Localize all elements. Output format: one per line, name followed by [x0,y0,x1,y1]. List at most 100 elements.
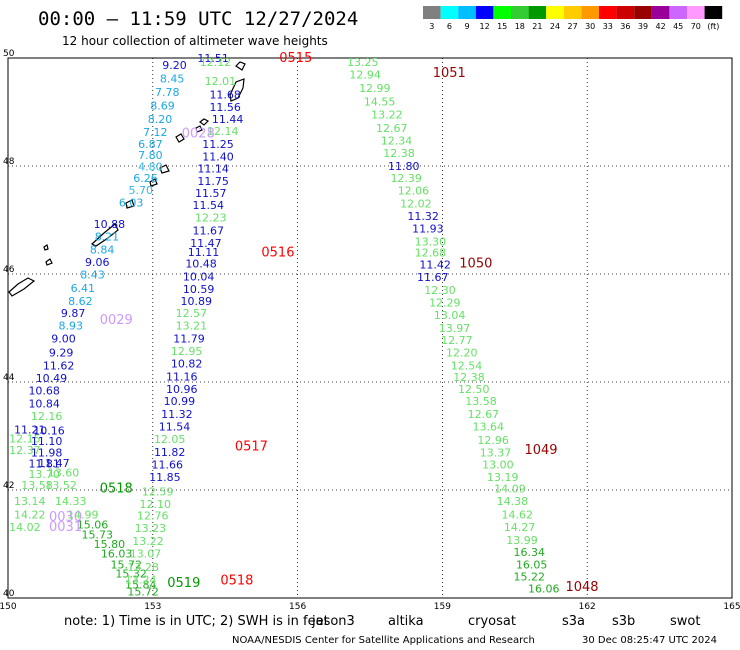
wave-height-value: 12.16 [31,410,63,423]
wave-height-value: 8.84 [90,243,115,256]
wave-height-value: 11.67 [193,225,225,238]
sat-jason3: jason3 [311,614,355,629]
wave-height-value: 11.21 [14,423,46,436]
legend-label: (ft) [707,22,719,31]
chart-title: 00:00 – 11:59 UTC 12/27/2024 [38,8,358,30]
pass-label: 1049 [524,443,557,458]
wave-height-value: 10.49 [36,372,68,385]
legend-swatch [687,6,705,19]
wave-height-value: 11.54 [193,199,225,212]
wave-height-value: 11.82 [154,446,186,459]
wave-height-value: 16.06 [528,583,560,596]
legend-label: 27 [568,22,578,31]
wave-height-value: 12.12 [200,56,232,69]
wave-height-value: 12.94 [349,69,381,82]
wave-height-value: 7.12 [143,126,168,139]
x-tick-label: 165 [723,602,740,612]
island-outline [229,78,245,102]
legend-label: 39 [638,22,648,31]
wave-height-value: 4.80 [138,160,163,173]
legend-label: 12 [480,22,490,31]
y-tick-label: 46 [3,265,15,275]
wave-height-value: 11.16 [166,370,198,383]
legend-label: 9 [464,22,469,31]
grid-lines [8,58,732,598]
island-outline [149,178,158,187]
wave-height-value: 14.02 [9,521,41,534]
legend-swatch [651,6,670,19]
wave-height-value: 12.06 [398,185,430,198]
legend-label: 15 [497,22,507,31]
legend-swatch [423,6,441,19]
legend-swatch [581,6,599,19]
legend-label: 24 [550,22,560,31]
legend-swatch [563,6,582,19]
wave-height-value: 12.38 [453,371,485,384]
legend-swatch [511,6,529,19]
pass-label: 0519 [167,576,200,591]
wave-height-value: 8.69 [150,99,175,112]
wave-height-value: 8.45 [160,72,185,85]
wave-height-value: 11.80 [388,160,420,173]
x-tick-label: 150 [0,602,17,612]
wave-height-value: 12.05 [154,433,186,446]
wave-height-value: 11.81 [28,457,60,470]
wave-height-value: 11.93 [412,222,444,235]
wave-height-value: 13.28 [127,561,159,574]
wave-height-value: 11.47 [38,457,70,470]
x-tick-label: 162 [579,602,596,612]
wave-height-value: 13.19 [487,471,519,484]
wave-height-value: 15.72 [127,585,159,598]
wave-height-value: 10.88 [94,218,126,231]
wave-height-value: 11.32 [407,210,439,223]
wave-height-value: 12.38 [383,147,415,160]
wave-height-value: 6.03 [119,197,144,210]
wave-height-value: 14.38 [497,495,529,508]
wave-height-value: 11.42 [419,259,451,272]
wave-height-value: 11.79 [173,333,205,346]
wave-height-value: 12.67 [468,408,500,421]
wave-height-value: 11.67 [417,271,449,284]
x-tick-label: 159 [434,602,451,612]
wave-height-value: 10.16 [33,424,65,437]
wave-height-value: 13.04 [434,309,466,322]
pass-labels: 0515 1051 0028 0516 1050 0029 0517 1049 0518 0030… [49,51,599,595]
color-legend: 3 6 9 12 15 18 21 24 27 30 33 36 39 42 45 70 (ft) [423,6,723,31]
island-outline [45,258,53,266]
wave-height-value: 13.70 [28,468,60,481]
wave-height-value: 11.51 [197,52,229,65]
wave-height-value: 11.62 [43,360,75,373]
wave-height-value: 11.40 [202,151,234,164]
wave-height-value: 13.07 [130,548,162,561]
wave-height-value: 15.73 [82,529,114,542]
pass-label: 1051 [433,66,466,81]
legend-label: 45 [673,22,683,31]
legend-label: 6 [447,22,452,31]
wave-height-value: 12.10 [139,498,171,511]
sat-altika: altika [388,614,424,629]
chart-subtitle: 12 hour collection of altimeter wave hei… [62,34,328,48]
credit-text: NOAA/NESDIS Center for Satellite Applica… [232,635,535,646]
legend-label: 36 [620,22,630,31]
legend-label: 70 [691,22,701,31]
wave-height-value: 12.39 [390,172,422,185]
wave-height-value: 12.77 [441,334,473,347]
island-outline [195,125,203,133]
wave-height-value: 12.99 [359,82,391,95]
island-outline [8,277,36,297]
y-tick-label: 50 [3,49,15,59]
coastline [8,61,246,297]
wave-height-value: 11.44 [212,113,244,126]
wave-height-value: 13.25 [347,56,379,69]
y-tick-label: 42 [3,481,14,491]
wave-height-value: 8.62 [68,295,93,308]
wave-height-value: 11.10 [31,435,63,448]
wave-height-value: 12.57 [176,307,208,320]
wave-height-value: 7.80 [138,149,163,162]
wave-height-value: 15.84 [125,578,157,591]
pass-label: 1050 [459,257,492,272]
wave-height-value: 16.34 [514,546,546,559]
wave-height-value: 13.00 [482,458,514,471]
wave-height-value: 11.47 [190,237,222,250]
wave-height-value: 12.23 [195,212,227,225]
